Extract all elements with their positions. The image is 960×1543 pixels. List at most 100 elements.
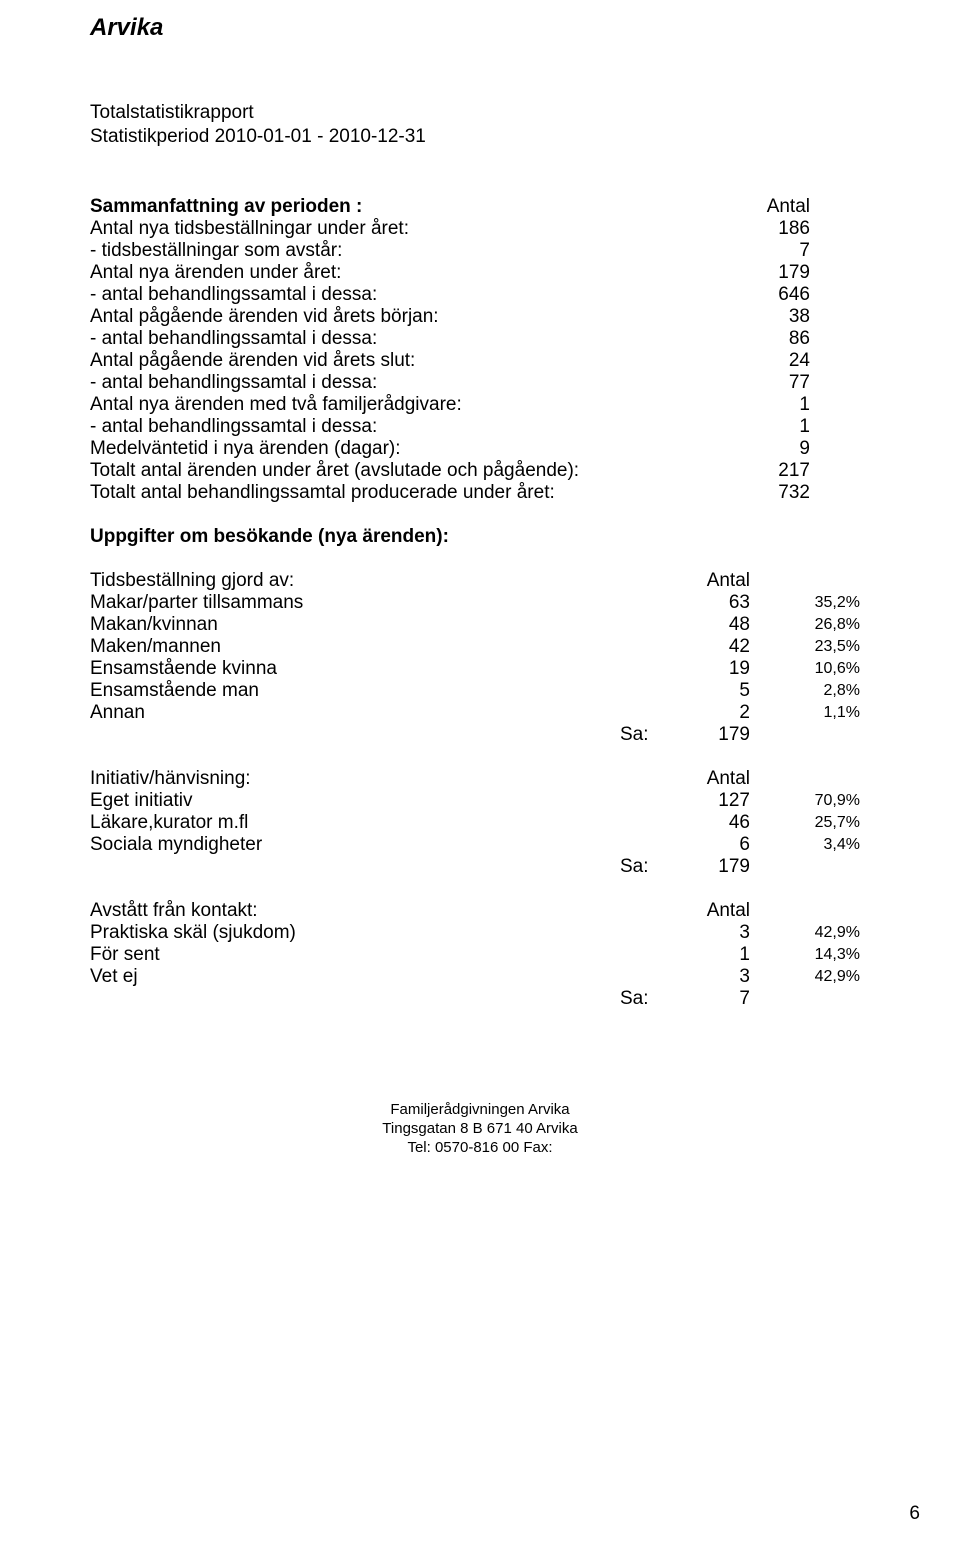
- table-row: Ensamstående man52,8%: [90, 680, 860, 702]
- summary-value: 646: [710, 284, 810, 306]
- table-row: Eget initiativ 12770,9%: [90, 790, 860, 812]
- row-label: Makar/parter tillsammans: [90, 592, 620, 614]
- row-percent: 26,8%: [750, 614, 860, 636]
- summary-table: Sammanfattning av perioden : Antal Antal…: [90, 196, 810, 504]
- row-percent: 2,8%: [750, 680, 860, 702]
- footer-line-2: Tingsgatan 8 B 671 40 Arvika: [90, 1119, 870, 1138]
- summary-value: 732: [710, 482, 810, 504]
- row-value: 3: [678, 966, 750, 988]
- row-value: 3: [678, 922, 750, 944]
- row-label: Praktiska skäl (sjukdom): [90, 922, 620, 944]
- summary-row: - antal behandlingssamtal i dessa:646: [90, 284, 810, 306]
- visitors-heading: Uppgifter om besökande (nya ärenden):: [90, 526, 870, 548]
- summary-row: Totalt antal ärenden under året (avsluta…: [90, 460, 810, 482]
- summary-value: 77: [710, 372, 810, 394]
- row-value: 127: [678, 790, 750, 812]
- row-label: Annan: [90, 702, 620, 724]
- table-total-row: Sa:179: [90, 856, 860, 878]
- summary-value: 38: [710, 306, 810, 328]
- table-row: Vet ej 342,9%: [90, 966, 860, 988]
- summary-heading-row: Sammanfattning av perioden : Antal: [90, 196, 810, 218]
- summary-row: Medelväntetid i nya ärenden (dagar):9: [90, 438, 810, 460]
- row-percent: 42,9%: [750, 966, 860, 988]
- row-value: 5: [678, 680, 750, 702]
- summary-label: Antal nya ärenden med två familjerådgiva…: [90, 394, 710, 416]
- antal-heading: Antal: [678, 768, 750, 790]
- summary-label: Totalt antal ärenden under året (avsluta…: [90, 460, 710, 482]
- total-value: 179: [678, 724, 750, 746]
- summary-value: 186: [710, 218, 810, 240]
- summary-row: - tidsbeställningar som avstår:7: [90, 240, 810, 262]
- summary-label: Antal nya ärenden under året:: [90, 262, 710, 284]
- row-percent: 25,7%: [750, 812, 860, 834]
- summary-row: - antal behandlingssamtal i dessa:77: [90, 372, 810, 394]
- row-percent: 35,2%: [750, 592, 860, 614]
- summary-row: Antal nya ärenden under året:179: [90, 262, 810, 284]
- summary-label: - tidsbeställningar som avstår:: [90, 240, 710, 262]
- summary-row: Antal pågående ärenden vid årets början:…: [90, 306, 810, 328]
- table-row: Praktiska skäl (sjukdom)342,9%: [90, 922, 860, 944]
- footer-line-3: Tel: 0570-816 00 Fax:: [90, 1138, 870, 1157]
- table-total-row: Sa:179: [90, 724, 860, 746]
- summary-label: Antal pågående ärenden vid årets slut:: [90, 350, 710, 372]
- summary-row: - antal behandlingssamtal i dessa:1: [90, 416, 810, 438]
- summary-value: 24: [710, 350, 810, 372]
- row-value: 46: [678, 812, 750, 834]
- row-label: Vet ej: [90, 966, 620, 988]
- row-label: Eget initiativ: [90, 790, 620, 812]
- row-label: Läkare,kurator m.fl: [90, 812, 620, 834]
- row-percent: 23,5%: [750, 636, 860, 658]
- table-row: Sociala myndigheter63,4%: [90, 834, 860, 856]
- summary-label: Antal pågående ärenden vid årets början:: [90, 306, 710, 328]
- summary-heading-label: Sammanfattning av perioden :: [90, 196, 710, 218]
- table-title: Initiativ/hänvisning:: [90, 768, 620, 790]
- tidsbestallning-table: Tidsbeställning gjord av: Antal Makar/pa…: [90, 570, 860, 746]
- summary-label: - antal behandlingssamtal i dessa:: [90, 284, 710, 306]
- summary-label: Medelväntetid i nya ärenden (dagar):: [90, 438, 710, 460]
- summary-value: 179: [710, 262, 810, 284]
- row-percent: 70,9%: [750, 790, 860, 812]
- table-title: Avstått från kontakt:: [90, 900, 620, 922]
- table-total-row: Sa:7: [90, 988, 860, 1010]
- table-title: Tidsbeställning gjord av:: [90, 570, 620, 592]
- summary-value: 1: [710, 416, 810, 438]
- table-row: Annan 21,1%: [90, 702, 860, 724]
- report-title: Totalstatistikrapport: [90, 102, 870, 124]
- antal-heading: Antal: [678, 900, 750, 922]
- row-value: 2: [678, 702, 750, 724]
- summary-row: Antal nya tidsbeställningar under året:1…: [90, 218, 810, 240]
- summary-row: - antal behandlingssamtal i dessa:86: [90, 328, 810, 350]
- avstatt-table: Avstått från kontakt: Antal Praktiska sk…: [90, 900, 860, 1010]
- row-value: 63: [678, 592, 750, 614]
- summary-value: 86: [710, 328, 810, 350]
- row-label: Ensamstående kvinna: [90, 658, 620, 680]
- summary-label: - antal behandlingssamtal i dessa:: [90, 416, 710, 438]
- summary-label: Totalt antal behandlingssamtal producera…: [90, 482, 710, 504]
- period-line: Statistikperiod 2010-01-01 - 2010-12-31: [90, 126, 870, 148]
- antal-heading: Antal: [678, 570, 750, 592]
- table-heading-row: Avstått från kontakt: Antal: [90, 900, 860, 922]
- table-heading-row: Initiativ/hänvisning: Antal: [90, 768, 860, 790]
- summary-row: Totalt antal behandlingssamtal producera…: [90, 482, 810, 504]
- summary-label: Antal nya tidsbeställningar under året:: [90, 218, 710, 240]
- row-label: Maken/mannen: [90, 636, 620, 658]
- initiativ-table: Initiativ/hänvisning: Antal Eget initiat…: [90, 768, 860, 878]
- summary-label: - antal behandlingssamtal i dessa:: [90, 328, 710, 350]
- document-title: Arvika: [90, 14, 870, 42]
- summary-value: 7: [710, 240, 810, 262]
- total-value: 179: [678, 856, 750, 878]
- page-number: 6: [909, 1503, 920, 1525]
- table-row: Makan/kvinnan4826,8%: [90, 614, 860, 636]
- table-row: Läkare,kurator m.fl 4625,7%: [90, 812, 860, 834]
- row-value: 19: [678, 658, 750, 680]
- summary-value: 217: [710, 460, 810, 482]
- table-row: För sent114,3%: [90, 944, 860, 966]
- summary-heading-value: Antal: [710, 196, 810, 218]
- row-percent: 1,1%: [750, 702, 860, 724]
- table-row: Maken/mannen4223,5%: [90, 636, 860, 658]
- row-label: Sociala myndigheter: [90, 834, 620, 856]
- summary-label: - antal behandlingssamtal i dessa:: [90, 372, 710, 394]
- total-value: 7: [678, 988, 750, 1010]
- row-label: För sent: [90, 944, 620, 966]
- summary-value: 9: [710, 438, 810, 460]
